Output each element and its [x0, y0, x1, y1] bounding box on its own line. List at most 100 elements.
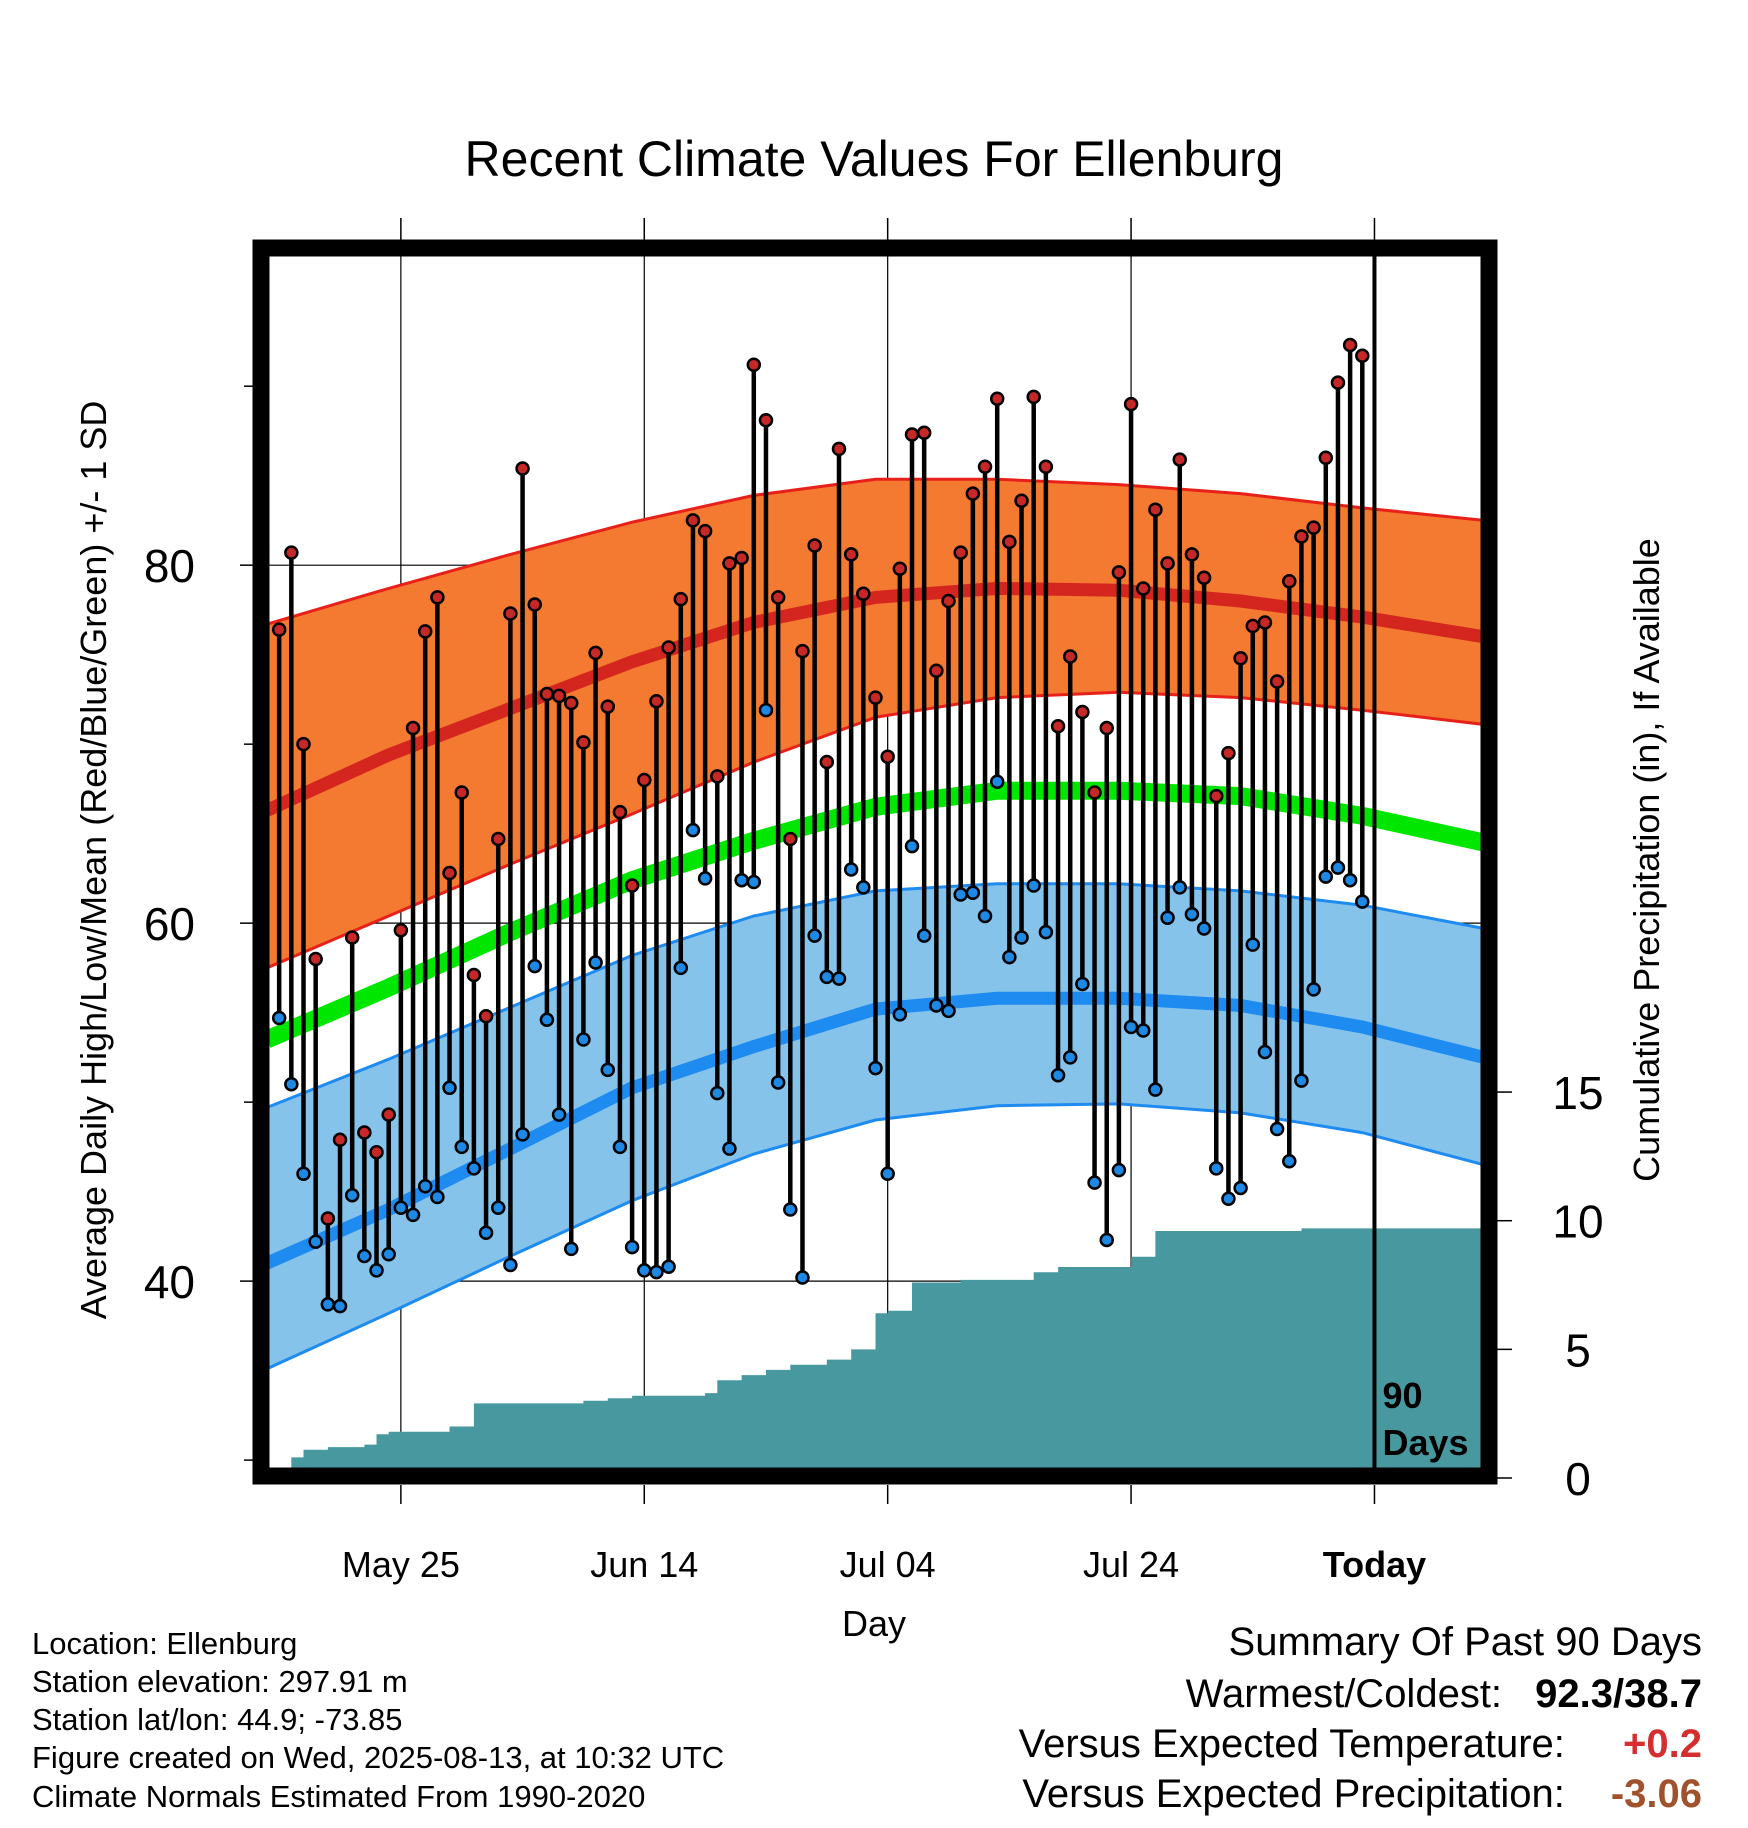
daily-low-point — [1135, 1023, 1151, 1038]
daily-high-point — [1306, 520, 1321, 535]
daily-high-point — [1282, 574, 1297, 589]
y-tick-label: 40 — [144, 1256, 195, 1308]
daily-low-point — [332, 1298, 348, 1314]
daily-high-point — [1050, 719, 1066, 734]
daily-low-point — [856, 880, 871, 895]
daily-low-point — [758, 702, 774, 718]
daily-high-point — [417, 624, 433, 639]
daily-low-point — [892, 1007, 908, 1022]
plot-frame — [252, 239, 1498, 1485]
daily-low-point — [734, 872, 749, 888]
daily-low-point — [393, 1200, 409, 1215]
x-tick-label: Jul 04 — [840, 1544, 936, 1585]
daily-high-point — [953, 545, 968, 560]
daily-high-point — [685, 513, 701, 528]
x-tick-label: May 25 — [342, 1544, 460, 1585]
daily-high-point — [661, 640, 676, 655]
daily-high-point — [868, 690, 883, 705]
daily-low-point — [637, 1263, 652, 1278]
daily-high-point — [1038, 459, 1054, 474]
daily-low-point — [1221, 1191, 1236, 1207]
latlon-text: Station lat/lon: 44.9; -73.85 — [32, 1702, 403, 1737]
daily-low-point — [612, 1139, 628, 1155]
daily-low-point — [1318, 869, 1334, 884]
daily-low-point — [1111, 1162, 1127, 1178]
daily-high-point — [1184, 547, 1200, 562]
daily-high-point — [600, 699, 616, 714]
daily-high-point — [393, 923, 409, 938]
daily-high-point — [588, 645, 603, 661]
daily-low-point — [600, 1062, 616, 1078]
daily-low-point — [722, 1141, 737, 1156]
daily-high-point — [856, 586, 871, 602]
precip-area — [267, 1228, 1484, 1478]
daily-high-point — [1257, 615, 1273, 630]
daily-low-point — [1196, 921, 1212, 936]
daily-low-point — [795, 1270, 810, 1285]
daily-high-point — [466, 967, 482, 983]
daily-high-point — [357, 1125, 372, 1140]
today-marker: 90 Days — [1372, 243, 1469, 1478]
daily-high-point — [807, 538, 822, 553]
daily-high-point — [1062, 649, 1078, 664]
daily-high-point — [576, 735, 591, 750]
daily-low-point — [685, 822, 701, 838]
daily-high-point — [892, 561, 908, 577]
daily-low-point — [1282, 1153, 1297, 1169]
daily-high-point — [332, 1132, 348, 1147]
daily-high-point — [965, 486, 981, 501]
daily-low-point — [344, 1187, 360, 1203]
low-lower-edge — [266, 1102, 1485, 1371]
daily-low-point — [527, 958, 542, 974]
daily-high-point — [564, 695, 579, 711]
daily-low-point — [551, 1107, 567, 1122]
daily-high-point — [478, 1008, 494, 1024]
daily-low-point — [454, 1139, 469, 1155]
created-text: Figure created on Wed, 2025-08-13, at 10… — [32, 1740, 725, 1775]
daily-high-point — [697, 523, 713, 539]
daily-high-point — [843, 547, 859, 562]
daily-series — [271, 337, 1370, 1314]
warm-cold-label: Warmest/Coldest: — [1185, 1672, 1503, 1716]
daily-high-point — [1245, 618, 1261, 634]
daily-low-point — [965, 885, 981, 900]
daily-high-point — [989, 391, 1005, 406]
daily-high-point — [673, 591, 689, 607]
daily-high-point — [746, 357, 762, 372]
daily-low-point — [941, 1003, 956, 1019]
daily-low-point — [1050, 1068, 1066, 1083]
daily-high-point — [1342, 337, 1358, 353]
daily-low-point — [1014, 930, 1029, 945]
daily-low-point — [417, 1179, 433, 1194]
y-tick-label: 60 — [144, 898, 195, 950]
daily-high-point — [649, 693, 664, 709]
daily-low-point — [308, 1234, 323, 1249]
daily-high-point — [381, 1107, 396, 1122]
daily-high-point — [1209, 788, 1224, 804]
daily-high-point — [405, 720, 421, 736]
y2-tick-label: 15 — [1552, 1067, 1603, 1119]
daily-high-point — [1099, 720, 1114, 736]
daily-high-point — [1172, 452, 1187, 467]
y2-tick-label: 5 — [1565, 1324, 1591, 1376]
y-axis-label: Average Daily High/Low/Mean (Red/Blue/Gr… — [73, 401, 114, 1320]
daily-high-point — [1123, 396, 1139, 412]
daily-high-point — [1233, 650, 1248, 666]
daily-high-point — [1135, 581, 1151, 596]
daily-low-point — [746, 874, 762, 890]
daily-low-point — [588, 955, 603, 970]
high-upper-edge — [266, 477, 1485, 626]
daily-high-point — [929, 663, 944, 679]
daily-low-point — [284, 1076, 299, 1092]
daily-low-point — [1038, 924, 1054, 940]
daily-low-point — [953, 887, 968, 902]
daily-low-point — [271, 1010, 287, 1026]
daily-high-point — [1002, 534, 1017, 550]
daily-low-point — [1245, 937, 1261, 952]
daily-low-point — [503, 1257, 518, 1273]
daily-low-point — [831, 971, 847, 986]
daily-low-point — [710, 1085, 725, 1101]
daily-low-point — [661, 1259, 676, 1275]
daily-high-point — [1087, 785, 1102, 800]
daily-low-point — [564, 1241, 579, 1257]
